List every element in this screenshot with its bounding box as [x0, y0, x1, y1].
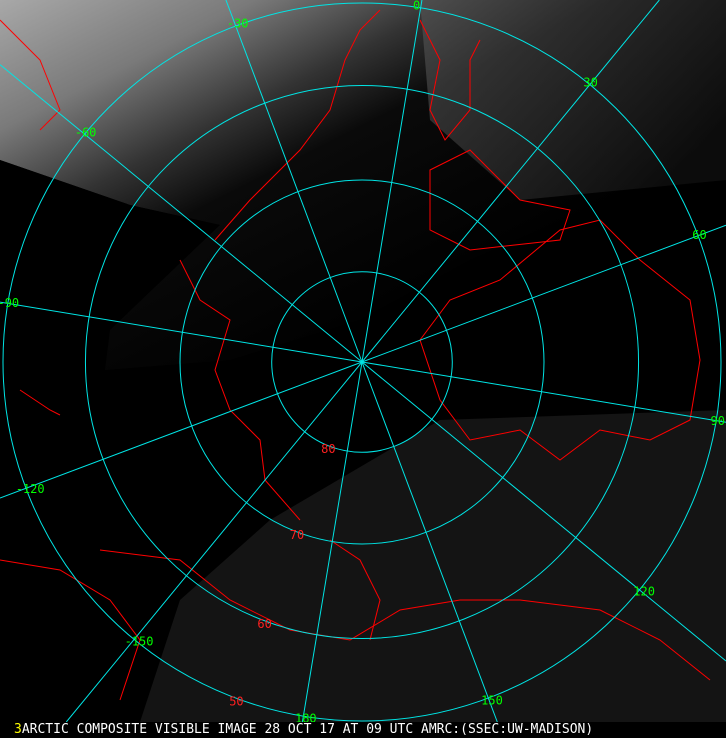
meridian--30	[225, 0, 363, 363]
polar-map-canvas: 80 70 60 50 0 30 60 90 120 150 180 -150 -120 -90 -60 -3…	[0, 0, 726, 722]
longitude-label: 180	[295, 712, 317, 722]
meridian--90	[0, 301, 363, 363]
cloud-imagery-east	[420, 0, 726, 200]
latitude-circle-50	[2, 2, 722, 722]
meridian-30	[361, 0, 660, 363]
meridian-90	[361, 361, 726, 423]
latitude-circle-70	[179, 179, 545, 545]
latitude-label: 80	[321, 442, 335, 456]
coastline-scandinavia	[214, 9, 381, 241]
coastline-siberia	[99, 549, 711, 681]
longitude-label: 30	[583, 76, 597, 90]
longitude-label: 120	[633, 584, 655, 598]
meridian-0	[361, 0, 423, 363]
coastline-canadian-archipelago	[419, 219, 701, 461]
coastline-island	[19, 389, 61, 416]
latitude-circle-80	[271, 271, 453, 453]
coastline-europe-north	[179, 259, 301, 521]
longitude-label: 90	[711, 414, 725, 428]
coastline-british-isles	[419, 19, 481, 141]
longitude-label: 150	[481, 693, 503, 707]
longitude-label: -90	[0, 296, 19, 310]
coastline-iceland-area	[0, 19, 61, 131]
longitude-label: -30	[227, 17, 249, 31]
longitude-label: -150	[125, 634, 154, 648]
longitude-label: -60	[75, 126, 97, 140]
frame-number: 3	[14, 722, 22, 737]
latitude-label: 50	[229, 694, 243, 708]
no-data-region	[0, 160, 220, 265]
latitude-label: 60	[257, 617, 271, 631]
coastlines	[0, 9, 711, 701]
meridian-60	[361, 224, 726, 363]
longitude-label: -120	[16, 482, 45, 496]
graticule	[0, 0, 726, 722]
meridian--150	[65, 361, 363, 722]
meridian-150	[361, 361, 498, 722]
latitude-circle-60	[84, 84, 640, 640]
meridian-180	[301, 361, 363, 722]
latitude-label: 70	[290, 528, 304, 542]
graticule-labels: 80 70 60 50 0 30 60 90 120 150 180 -150 -120 -90 -60 -3…	[0, 0, 725, 722]
meridian-120	[361, 361, 726, 662]
meridian--60	[0, 64, 363, 363]
imagery-south	[140, 410, 726, 722]
coastline-taymyr	[329, 539, 381, 641]
coastline-kamchatka-region	[0, 559, 141, 701]
image-caption: 3ARCTIC COMPOSITE VISIBLE IMAGE 28 OCT 1…	[0, 722, 726, 738]
caption-text: ARCTIC COMPOSITE VISIBLE IMAGE 28 OCT 17…	[21, 722, 594, 737]
longitude-label: 60	[692, 228, 706, 242]
meridian--120	[0, 361, 363, 499]
longitude-label: 0	[413, 0, 420, 12]
coastline-greenland-north	[429, 149, 571, 251]
